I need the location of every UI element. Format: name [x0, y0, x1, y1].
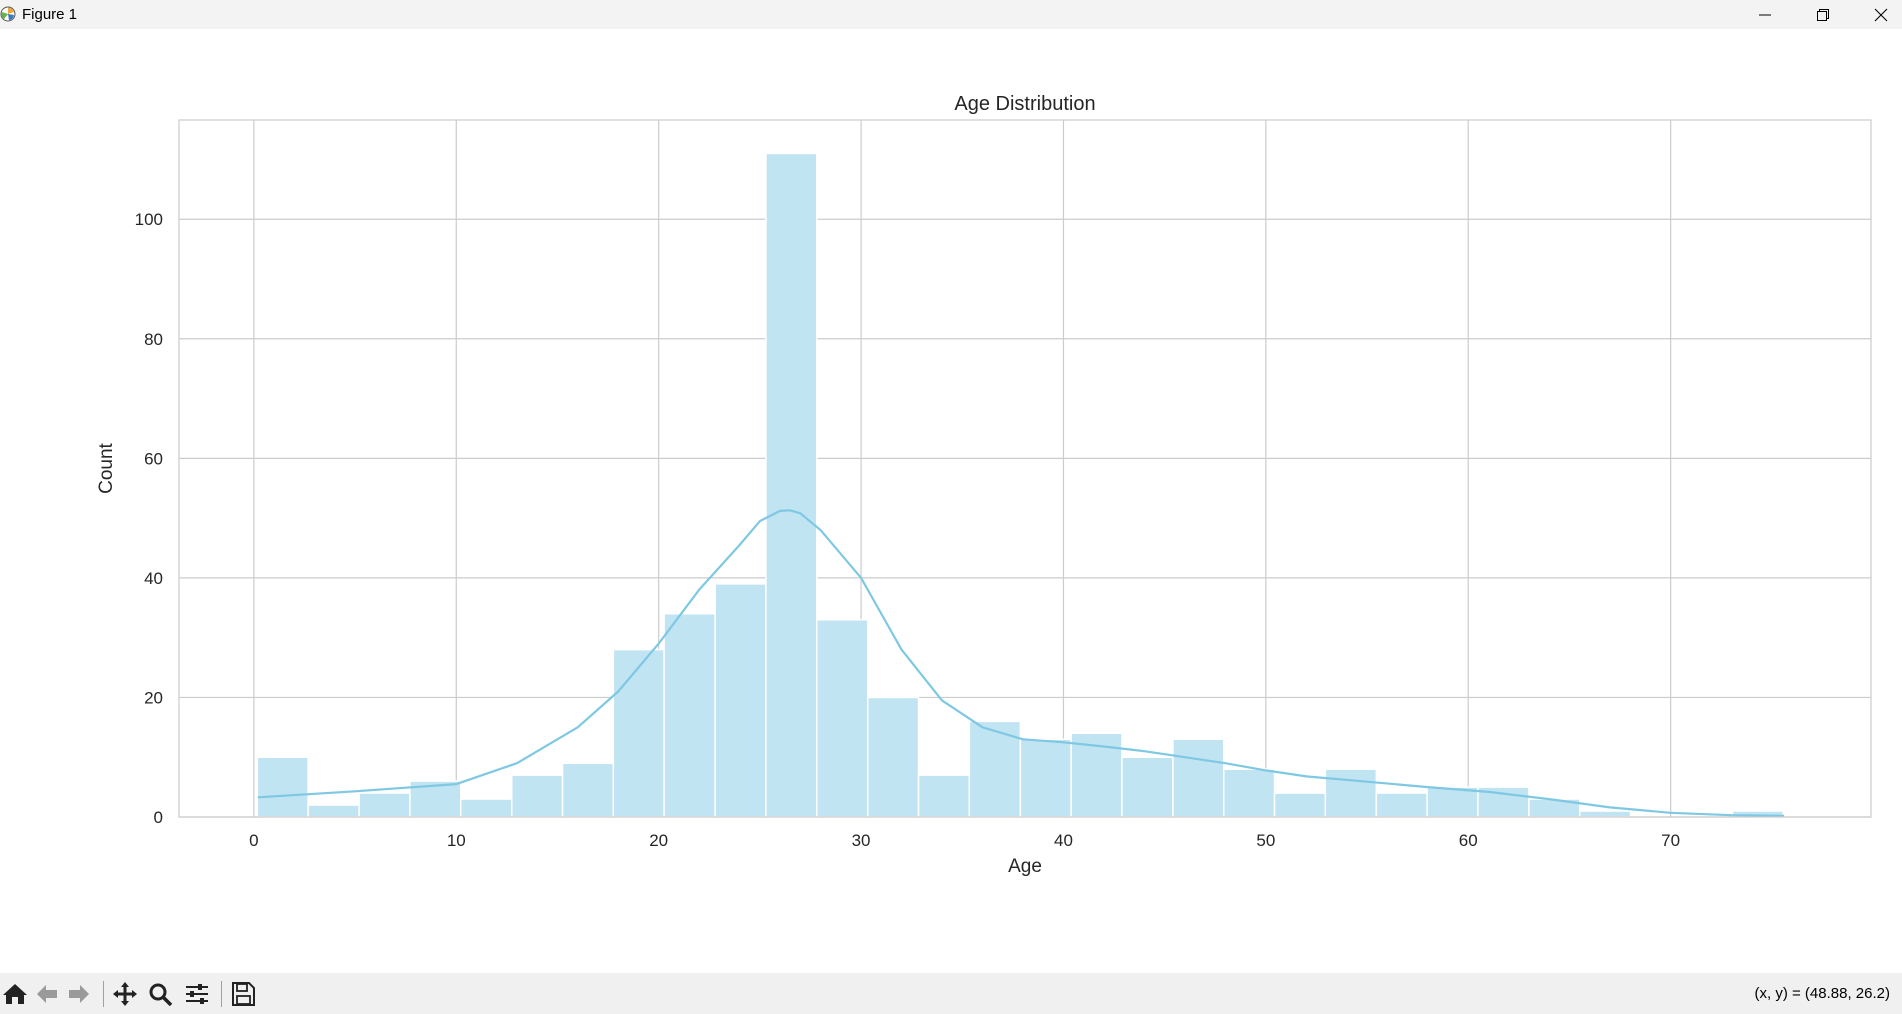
figure-canvas[interactable]: 0 10 20 30 40 50 60 70 0 20 40 60 80 100 Age Distrib…	[0, 29, 1902, 973]
sliders-icon	[186, 984, 208, 1004]
minimize-icon	[1759, 14, 1771, 16]
y-tick-label: 20	[144, 688, 163, 707]
histogram-bar	[714, 583, 767, 818]
x-tick-label: 0	[249, 831, 258, 850]
forward-button[interactable]	[64, 979, 94, 1009]
x-tick-label: 50	[1256, 831, 1275, 850]
move-icon	[113, 982, 137, 1006]
y-tick-labels: 0 20 40 60 80 100	[135, 210, 163, 827]
x-tick-label: 70	[1661, 831, 1680, 850]
navigation-toolbar: (x, y) = (48.88, 26.2)	[0, 973, 1902, 1014]
chart-title: Age Distribution	[954, 93, 1095, 115]
histogram-bar	[663, 613, 716, 818]
y-tick-label: 0	[154, 808, 163, 827]
histogram-bar	[1172, 738, 1225, 818]
histogram-bar	[917, 774, 971, 818]
x-tick-label: 10	[447, 831, 466, 850]
histogram-bar	[765, 152, 818, 818]
histogram-bar	[1579, 810, 1632, 818]
histogram-bar	[1222, 768, 1276, 818]
kde-curve	[257, 509, 1785, 817]
histogram-bar	[358, 792, 411, 818]
histogram-bar	[866, 696, 920, 818]
x-tick-labels: 0 10 20 30 40 50 60 70	[249, 831, 1680, 850]
toolbar-separator	[221, 981, 222, 1007]
histogram-bar	[1019, 738, 1072, 818]
restore-button[interactable]	[1794, 0, 1852, 29]
histogram-bar	[459, 798, 513, 818]
axes-frame	[178, 119, 1872, 818]
histogram-chart: 0 10 20 30 40 50 60 70 0 20 40 60 80 100 Age Distrib…	[96, 93, 1872, 877]
magnifier-icon	[149, 983, 173, 1006]
histogram-bar	[815, 618, 869, 818]
histogram-bar	[1426, 786, 1479, 818]
y-axis-label: Count	[96, 442, 117, 493]
histogram-bars	[256, 152, 1784, 818]
home-button[interactable]	[0, 979, 30, 1009]
histogram-bar	[510, 774, 564, 818]
histogram-bar	[1324, 768, 1378, 818]
close-button[interactable]	[1852, 0, 1902, 29]
cursor-coordinates: (x, y) = (48.88, 26.2)	[1754, 985, 1890, 1002]
home-icon	[3, 984, 27, 1004]
y-tick-label: 40	[144, 569, 163, 588]
back-arrow-icon	[37, 985, 57, 1003]
y-tick-label: 80	[144, 330, 163, 349]
configure-subplots-button[interactable]	[182, 979, 212, 1009]
toolbar-separator	[103, 981, 104, 1007]
x-tick-label: 40	[1054, 831, 1073, 850]
histogram-bar	[1375, 792, 1428, 818]
x-tick-label: 30	[852, 831, 871, 850]
y-tick-label: 100	[135, 210, 163, 229]
window-title: Figure 1	[22, 6, 78, 23]
grid-lines	[179, 120, 1871, 818]
histogram-bar	[307, 804, 360, 818]
restore-icon	[1817, 9, 1829, 21]
histogram-bar	[968, 720, 1022, 818]
histogram-bar	[256, 756, 309, 818]
histogram-bar	[1273, 792, 1327, 818]
kde-line	[257, 509, 1785, 817]
y-tick-label: 60	[144, 449, 163, 468]
histogram-bar	[561, 762, 615, 818]
matplotlib-app-icon	[0, 6, 16, 22]
histogram-bar	[612, 648, 665, 818]
save-button[interactable]	[228, 979, 258, 1009]
histogram-bar	[1121, 756, 1174, 818]
pan-button[interactable]	[110, 979, 140, 1009]
close-icon	[1874, 8, 1888, 22]
x-tick-label: 60	[1459, 831, 1478, 850]
window-titlebar: Figure 1	[0, 0, 1902, 29]
back-button[interactable]	[32, 979, 62, 1009]
forward-arrow-icon	[69, 985, 89, 1003]
minimize-button[interactable]	[1736, 0, 1794, 29]
zoom-button[interactable]	[146, 979, 176, 1009]
x-axis-label: Age	[1008, 856, 1042, 877]
x-tick-label: 20	[649, 831, 668, 850]
floppy-disk-icon	[232, 982, 255, 1006]
